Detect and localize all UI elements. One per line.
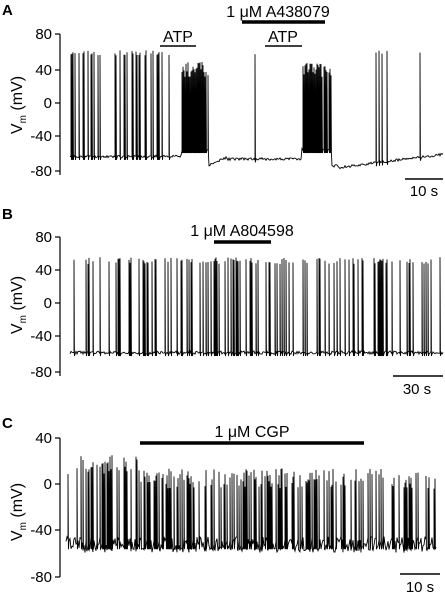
y-tick-label-a-0: 80 — [35, 26, 52, 43]
y-tick-label-c-1: 0 — [44, 476, 52, 493]
y-label-c-unit: (mV) — [9, 483, 26, 518]
y-tick-label-a-1: 40 — [35, 62, 52, 79]
y-tick-label-c-2: -40 — [30, 522, 52, 539]
panel-a: A 80 40 0 -40 -80 Vm (mV) ATP ATP 1 μM A4380… — [2, 2, 444, 200]
y-tick-label-b-1: 40 — [35, 262, 52, 279]
y-tick-label-b-0: 80 — [35, 229, 52, 246]
y-ticks-b: 80 40 0 -40 -80 — [30, 229, 60, 381]
y-label-a-unit: (mV) — [9, 76, 26, 111]
y-tick-label-a-4: -80 — [30, 163, 52, 180]
y-ticks-a: 80 40 0 -40 -80 — [30, 26, 60, 180]
panel-b: B 80 40 0 -40 -80 Vm (mV) 1 μM A804598 30 s — [2, 206, 444, 398]
y-label-b-unit: (mV) — [9, 276, 26, 311]
svg-text:Vm (mV): Vm (mV) — [9, 76, 29, 134]
bar-label-b-a804598: 1 μM A804598 — [190, 223, 294, 240]
y-tick-label-b-3: -40 — [30, 328, 52, 345]
bar-label-a-atp-2: ATP — [268, 29, 298, 46]
y-label-b-v: V — [9, 323, 26, 334]
bar-label-a-atp-1: ATP — [163, 29, 193, 46]
y-tick-label-a-2: 0 — [44, 95, 52, 112]
y-label-a-v: V — [9, 123, 26, 134]
y-axis-label-b: Vm (mV) — [9, 276, 29, 334]
voltage-trace-b — [69, 257, 444, 357]
svg-text:Vm (mV): Vm (mV) — [9, 276, 29, 334]
y-tick-label-c-0: 40 — [35, 430, 52, 447]
y-label-c-sub: m — [18, 522, 29, 530]
panel-label-c: C — [2, 415, 13, 432]
svg-text:Vm (mV): Vm (mV) — [9, 483, 29, 541]
voltage-trace-c — [65, 455, 437, 554]
y-tick-label-a-3: -40 — [30, 128, 52, 145]
y-tick-label-b-4: -80 — [30, 364, 52, 381]
y-label-a-sub: m — [18, 115, 29, 123]
y-axis-label-a: Vm (mV) — [9, 76, 29, 134]
y-ticks-c: 40 0 -40 -80 — [30, 430, 60, 586]
bar-label-c-cgp: 1 μM CGP — [214, 424, 289, 441]
scale-bar-label-a: 10 s — [410, 183, 438, 200]
scale-bar-label-c: 10 s — [406, 579, 434, 594]
panel-label-a: A — [2, 2, 13, 19]
voltage-trace-a — [69, 50, 444, 170]
panel-label-b: B — [2, 206, 13, 223]
bar-label-a-a438079: 1 μM A438079 — [226, 4, 330, 21]
y-tick-label-b-2: 0 — [44, 295, 52, 312]
scale-bar-label-b: 30 s — [403, 381, 431, 398]
y-label-b-sub: m — [18, 315, 29, 323]
panel-c: C 40 0 -40 -80 Vm (mV) 1 μM CGP 10 s — [2, 415, 440, 594]
y-tick-label-c-3: -80 — [30, 569, 52, 586]
y-axis-label-c: Vm (mV) — [9, 483, 29, 541]
y-label-c-v: V — [9, 530, 26, 541]
